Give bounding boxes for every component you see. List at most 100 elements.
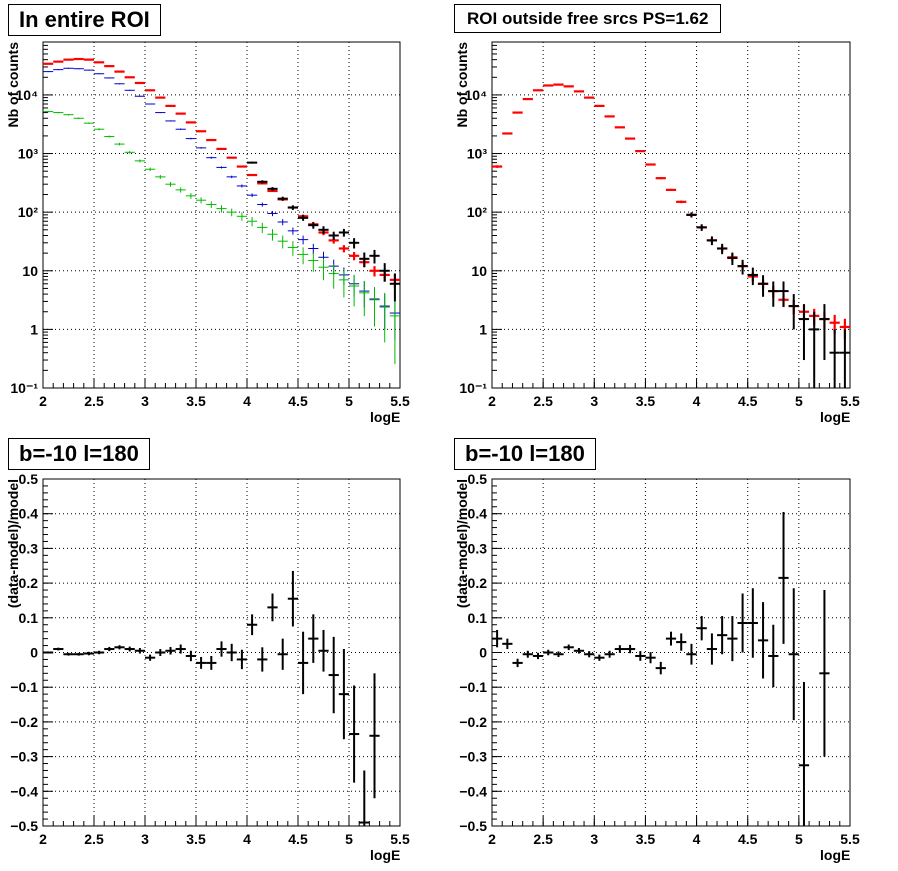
data-point [737,259,748,275]
data-point [778,281,789,307]
data-point [134,81,145,85]
series-0 [43,57,400,288]
data-point [349,685,360,783]
data-point [43,62,54,65]
x-axis-label: logE [370,847,400,863]
plot-frame [491,41,851,389]
y-tick-label: 1 [30,321,38,337]
x-tick-label: 3.5 [636,831,656,847]
data-point [196,130,207,133]
data-point [104,135,115,138]
data-point [809,311,820,388]
series-0 [492,511,830,826]
data-point [543,84,554,87]
panel-title-counts-entire-roi: In entire ROI [8,4,161,36]
x-tick-label: 5 [345,831,353,847]
data-point [624,137,636,140]
data-point [604,650,615,658]
y-tick-label: 0.3 [19,540,39,556]
data-point [53,647,64,651]
y-tick-label: 0.5 [19,471,39,487]
x-tick-label: 2.5 [533,831,553,847]
data-point [359,280,370,317]
data-point [287,570,298,627]
x-tick-label: 5.5 [390,831,410,847]
data-point [573,90,585,93]
y-axis-label: (data-model)/model [454,479,470,608]
data-point [308,252,319,272]
data-point [236,212,247,221]
data-point [145,167,156,172]
data-point [257,647,268,672]
data-point [267,211,278,217]
data-point [686,212,697,218]
data-point [522,97,533,101]
data-point [267,187,278,191]
panel-title-counts-outside-srcs: ROI outside free srcs PS=1.62 [454,4,722,33]
data-point [706,236,718,246]
data-point [277,219,288,226]
data-point [768,624,779,688]
data-point [196,147,207,149]
data-point [829,329,840,388]
data-point [298,247,309,265]
data-point [247,193,258,198]
data-point [543,649,554,656]
data-point [369,673,380,799]
x-tick-label: 4 [243,393,251,409]
data-point [563,85,574,88]
data-point [532,89,544,92]
data-point [216,205,227,213]
x-tick-label: 3 [141,831,149,847]
y-tick-label: 1 [479,321,487,337]
y-tick-label: 10⁻¹ [10,380,38,396]
y-tick-label: 0.3 [468,540,488,556]
data-point [298,235,309,245]
data-point [839,329,850,388]
data-point [645,652,656,664]
data-point [318,629,329,672]
data-point [573,647,585,654]
plot-panel-3: 2 2.5 3 3.5 4 4.5 5 5.5 −0.5 −0.4 −0.3 −0.2 −0.1 0 0.1… [454,471,860,863]
data-point [73,68,84,70]
data-point [696,224,707,231]
data-point [379,292,390,343]
y-tick-label: 0.2 [19,575,39,591]
data-point [308,614,319,663]
data-point [206,138,217,142]
data-point [63,113,74,116]
series-1 [43,67,400,340]
data-point [369,287,380,327]
data-point [165,182,176,187]
data-point [287,227,298,235]
data-point [247,614,258,636]
y-tick-label: −0.5 [459,818,487,834]
data-point [145,103,156,105]
data-point [798,304,810,361]
data-point [584,96,595,99]
x-tick-label: 4.5 [738,831,758,847]
data-point [338,228,349,237]
data-point [145,89,156,92]
data-point [185,193,196,199]
y-tick-label: 0.5 [468,471,488,487]
x-axis-label: logE [820,847,850,863]
data-point [175,644,186,654]
data-point [553,83,564,86]
data-point [73,117,84,120]
y-tick-label: 10⁴ [465,87,488,103]
data-point [53,69,64,71]
y-tick-label: 0 [479,645,487,661]
data-point [328,263,339,289]
data-point [124,76,135,79]
data-point [206,201,217,209]
data-point [114,70,125,73]
data-point [676,200,687,204]
data-point [635,651,646,661]
x-tick-label: 2.5 [533,393,553,409]
y-tick-label: −0.3 [10,749,38,765]
data-point [614,645,625,653]
data-point [665,188,677,191]
x-tick-label: 3 [141,393,149,409]
x-tick-label: 2 [488,831,496,847]
